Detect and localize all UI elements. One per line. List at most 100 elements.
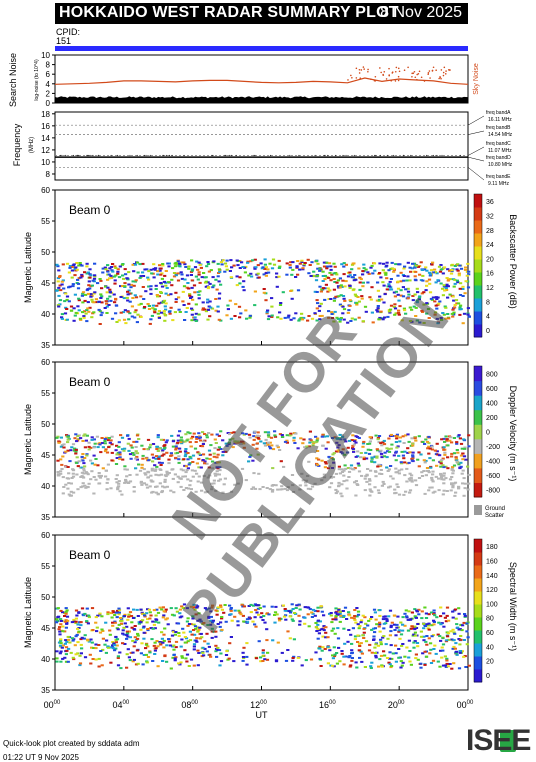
colorbar-tick-label: 200 <box>486 415 498 422</box>
sky-noise-point <box>431 69 434 72</box>
freq-point <box>88 154 90 157</box>
lat-tick-label: 50 <box>41 420 50 429</box>
noise-ytick-label: 4 <box>46 80 51 89</box>
freq-band-pointer <box>467 130 485 135</box>
sky-noise-point <box>383 70 386 73</box>
beam-label: Beam 0 <box>69 203 111 217</box>
colorbar-segment <box>474 380 482 396</box>
colorbar-tick-label: 0 <box>486 328 490 335</box>
sky-noise-point <box>435 69 437 72</box>
time-tick-label: 1200 <box>250 700 267 710</box>
logo-accent <box>500 730 516 752</box>
freq-point <box>342 154 344 157</box>
colorbar-frame <box>473 365 483 498</box>
sky-noise-point <box>413 70 416 73</box>
time-tick-minutes: 00 <box>467 700 474 706</box>
colorbar-segment <box>474 324 482 338</box>
colorbar-tick-label: -800 <box>486 488 500 495</box>
sky-noise-point <box>367 70 369 73</box>
colorbar-tick-label: 140 <box>486 573 498 580</box>
colorbar-segment <box>474 220 482 234</box>
sky-noise-point <box>417 72 420 75</box>
sky-noise-point <box>362 66 365 68</box>
freq-point <box>426 154 428 157</box>
colorbar-tick-label: 400 <box>486 400 498 407</box>
freq-point <box>375 154 377 157</box>
sky-noise-point <box>355 67 358 70</box>
colorbar-segment <box>474 233 482 247</box>
freq-point <box>89 154 91 157</box>
noise-ytick-label: 8 <box>46 61 51 70</box>
freq-point <box>225 154 227 157</box>
colorbar-tick-label: -400 <box>486 459 500 466</box>
lat-tick-label: 50 <box>41 248 50 257</box>
cpid-value: 151 <box>56 36 72 46</box>
freq-band-pointer <box>467 146 485 156</box>
colorbar-tick-label: 180 <box>486 544 498 551</box>
colorbar-segment <box>474 285 482 299</box>
colorbar-segment <box>474 259 482 273</box>
noise-ytick-label: 0 <box>46 99 51 108</box>
lat-tick-label: 55 <box>41 217 50 226</box>
lat-tick-label: 35 <box>41 341 50 350</box>
sky-noise-point <box>363 68 365 70</box>
sky-noise-point <box>423 80 426 82</box>
freq-point <box>254 154 256 157</box>
freq-point <box>97 154 99 157</box>
freq-point <box>289 154 291 157</box>
colorbar-tick-label: 28 <box>486 228 494 235</box>
lat-tick-label: 40 <box>41 310 50 319</box>
colorbar-tick-label: -200 <box>486 444 500 451</box>
sky-noise-point <box>347 79 349 81</box>
freq-ytick-label: 14 <box>41 134 50 143</box>
colorbar-segment <box>474 298 482 312</box>
colorbar-frame <box>473 193 483 338</box>
freq-point <box>459 154 461 157</box>
freq-band-label: freq bandB <box>486 125 511 131</box>
colorbar-tick-label: 8 <box>486 299 490 306</box>
freq-point <box>393 154 395 157</box>
freq-point <box>269 154 272 157</box>
colorbar-tick-label: 60 <box>486 630 494 637</box>
freq-point <box>65 154 67 157</box>
lat-tick-label: 35 <box>41 513 50 522</box>
lat-tick-label: 60 <box>41 358 50 367</box>
colorbar-segment <box>474 617 482 631</box>
freq-point <box>230 154 232 157</box>
colorbar-segment <box>474 409 482 425</box>
sky-noise-point <box>442 71 445 74</box>
sky-noise-point <box>442 74 445 77</box>
sky-noise-point <box>370 78 372 80</box>
credit-line: Quick-look plot created by sddata adm <box>3 739 140 748</box>
colorbar-segment <box>474 565 482 579</box>
freq-point <box>314 154 316 157</box>
colorbar-tick-label: 4 <box>486 314 490 321</box>
freq-point <box>183 154 185 157</box>
sky-noise-point <box>412 72 415 74</box>
time-tick-minutes: 00 <box>398 700 405 706</box>
colorbar-segment <box>474 311 482 325</box>
beam-label: Beam 0 <box>69 375 111 389</box>
colorbar-tick-label: 20 <box>486 659 494 666</box>
freq-point <box>61 154 63 157</box>
sky-noise-point <box>351 76 353 79</box>
panel-ylabel: Magnetic Latitude <box>23 404 33 475</box>
colorbar-segment <box>474 366 482 382</box>
colorbar-segment <box>474 656 482 670</box>
freq-point <box>59 154 62 157</box>
colorbar-tick-label: 16 <box>486 271 494 278</box>
time-tick-minutes: 00 <box>329 700 336 706</box>
sky-noise-point <box>397 75 400 78</box>
freq-point <box>110 154 112 157</box>
colorbar-tick-label: 36 <box>486 199 494 206</box>
freq-band-value: 14.54 MHz <box>488 132 513 138</box>
sky-noise-point <box>439 76 441 78</box>
colorbar-segment <box>474 482 482 498</box>
freq-point <box>327 154 329 157</box>
freq-point <box>229 154 231 157</box>
freq-point <box>212 154 214 157</box>
sky-noise-point <box>407 66 409 69</box>
colorbar-segment <box>474 578 482 592</box>
sky-noise-point <box>391 71 394 73</box>
freq-point <box>353 154 355 157</box>
